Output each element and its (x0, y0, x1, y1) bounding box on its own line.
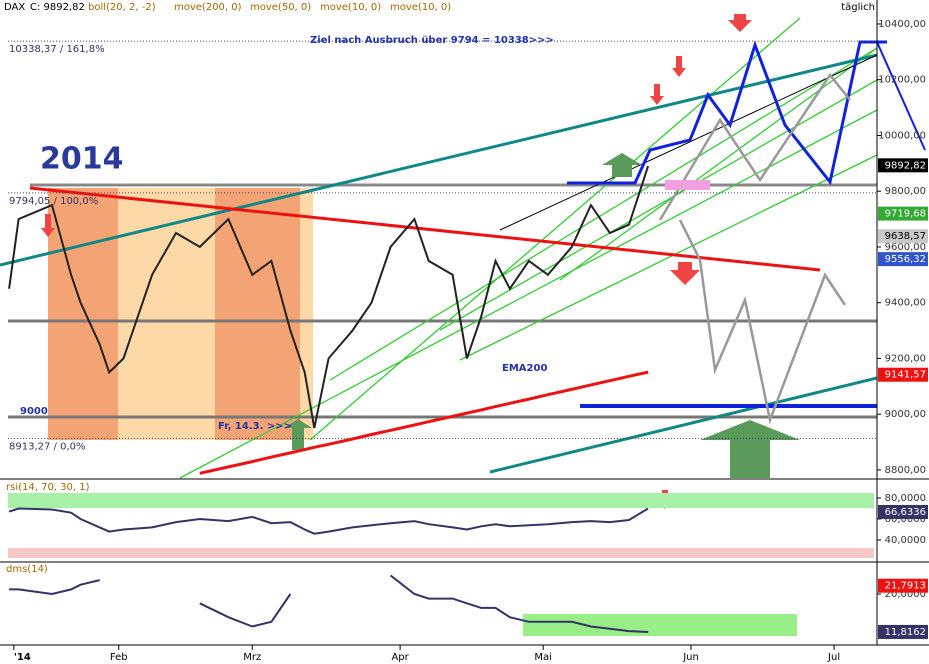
price-label: 9556,32 (885, 254, 926, 265)
annotation: Fr, 14.3. >>> (218, 421, 292, 432)
y-tick-label: 10400,00 (878, 19, 926, 30)
x-tick-label: Mai (534, 652, 552, 663)
y-tick-label: 60,0000 (885, 514, 926, 525)
price-marker (878, 229, 928, 244)
y-tick-label: 9400,00 (885, 298, 926, 309)
price-label: 66,6336 (885, 507, 926, 518)
series-label: EMA200 (502, 363, 547, 374)
series-line (199, 370, 649, 475)
price-label: 11,8162 (885, 627, 926, 638)
panel-title: dms(14) (6, 564, 48, 575)
series-line (8, 507, 649, 535)
annotation: Ziel nach Ausbruch über 9794 = 10338>>> (310, 35, 554, 46)
panel-title: rsi(14, 70, 30, 1) (6, 482, 90, 493)
y-tick-label: 8800,00 (885, 465, 926, 476)
x-tick-label: '14 (14, 652, 31, 663)
y-tick-label: 9000,00 (885, 409, 926, 420)
price-marker (878, 578, 928, 593)
price-marker (878, 367, 928, 382)
level-label: 10338,37 / 161,8% (9, 44, 105, 55)
period: täglich (841, 2, 875, 13)
x-tick-label: Apr (391, 652, 409, 663)
price-label: 9141,57 (885, 370, 926, 381)
y-tick-label: 20,0000 (885, 589, 926, 600)
price-marker (878, 158, 928, 173)
x-tick-label: Jun (682, 652, 699, 663)
price-marker (878, 252, 928, 267)
y-tick-label: 9200,00 (885, 353, 926, 364)
header-item: boll(20, 2, -2) (88, 2, 156, 13)
price-marker (878, 504, 928, 519)
header-item: move(10, 0) (390, 2, 451, 13)
y-tick-label: 80,0000 (885, 493, 926, 504)
series-name: DAX (4, 2, 25, 13)
level-label: 8913,27 / 0,0% (9, 441, 85, 452)
decor (0, 0, 929, 646)
series-line (8, 165, 650, 429)
price-marker (878, 624, 928, 639)
y-tick-label: 9600,00 (885, 242, 926, 253)
price-label: 9892,82 (885, 160, 926, 171)
header-item: C: 9892,82 (30, 2, 85, 13)
price-label: 9638,57 (885, 231, 926, 242)
price-label: 9719,68 (885, 209, 926, 220)
series-line (9, 574, 649, 633)
price-label: 21,7913 (885, 581, 926, 592)
header-item: move(50, 0) (250, 2, 311, 13)
x-tick-label: Feb (110, 652, 128, 663)
y-tick-label: 10000,00 (878, 130, 926, 141)
y-tick-label: 9800,00 (885, 186, 926, 197)
y-tick-label: 40,0000 (885, 535, 926, 546)
x-tick-label: Mrz (243, 652, 261, 663)
annotation: 9000 (20, 406, 48, 417)
level-label: 9794,05 / 100,0% (9, 196, 98, 207)
x-tick-label: Jul (827, 652, 840, 663)
price-marker (878, 206, 928, 221)
annotation: 2014 (40, 142, 124, 177)
y-tick-label: 10200,00 (878, 75, 926, 86)
header-item: move(200, 0) (174, 2, 242, 13)
header-item: move(10, 0) (320, 2, 381, 13)
